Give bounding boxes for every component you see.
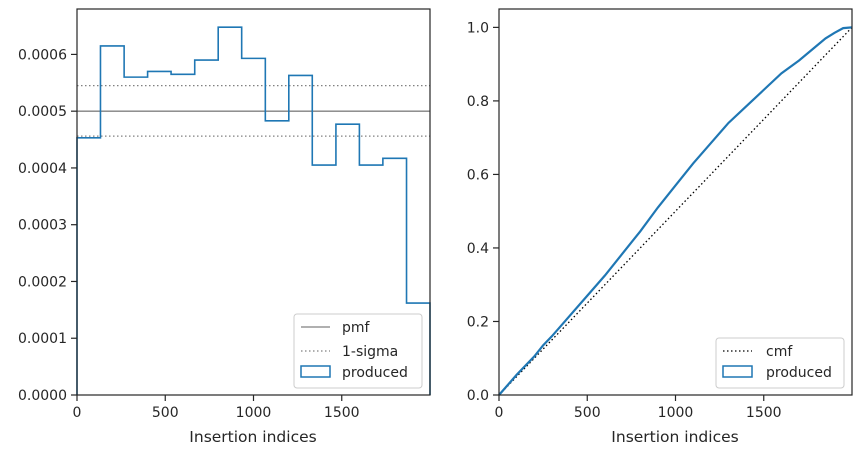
x-tick-label: 0 — [495, 405, 504, 421]
histogram-bar — [100, 46, 124, 395]
legend-pmf-label: pmf — [342, 320, 371, 336]
y-tick-label: 0.0002 — [18, 274, 67, 290]
histogram-bar — [218, 27, 241, 395]
x-axis-label: Insertion indices — [189, 428, 316, 446]
y-tick-label: 0.8 — [467, 94, 489, 110]
y-tick-label: 0.0 — [467, 388, 489, 404]
x-tick-label: 500 — [152, 405, 179, 421]
y-tick-label: 0.0005 — [18, 104, 67, 120]
histogram-bar — [124, 77, 147, 395]
x-tick-label: 1000 — [658, 405, 694, 421]
y-tick-label: 0.2 — [467, 314, 489, 330]
cumulative-panel: 0 500 1000 1500 0.0 0.2 0.4 0.6 0.8 1.0 Insertio… — [467, 8, 853, 446]
legend-produced-swatch — [722, 365, 753, 378]
y-tick-label: 0.0001 — [18, 331, 67, 347]
histogram-bar — [195, 60, 218, 395]
y-tick-label: 0.0004 — [18, 161, 67, 177]
x-tick-label: 1500 — [746, 405, 782, 421]
legend: pmf 1-sigma produced — [293, 313, 423, 389]
produced-line — [498, 26, 853, 396]
legend-box — [293, 313, 423, 389]
y-tick-label: 0.0006 — [18, 47, 67, 63]
produced-step-outline — [76, 26, 431, 395]
x-axis-label: Insertion indices — [611, 428, 738, 446]
histogram-bar — [148, 71, 171, 395]
y-tick-label: 1.0 — [467, 20, 489, 36]
y-tick-label: 0.0000 — [18, 388, 67, 404]
legend-produced-label: produced — [342, 365, 408, 381]
legend-sigma-label: 1-sigma — [342, 344, 398, 360]
legend-cmf-label: cmf — [766, 344, 793, 360]
y-tick-label: 0.4 — [467, 241, 489, 257]
histogram-bar — [77, 138, 100, 395]
y-tick-label: 0.0003 — [18, 218, 67, 234]
histogram-panel: 0 500 1000 1500 0.0000 0.0001 0.0002 0.0003 0.0… — [18, 8, 431, 446]
x-tick-label: 1500 — [324, 405, 360, 421]
legend-produced-label: produced — [766, 365, 832, 381]
histogram-bar — [171, 74, 195, 395]
legend-produced-swatch — [300, 365, 331, 378]
legend: cmf produced — [715, 337, 845, 389]
x-tick-label: 1000 — [236, 405, 272, 421]
histogram-bar — [242, 58, 266, 395]
histogram-bar — [265, 121, 288, 395]
cmf-line — [498, 26, 853, 396]
x-tick-label: 0 — [73, 405, 82, 421]
x-tick-label: 500 — [574, 405, 601, 421]
y-tick-label: 0.6 — [467, 167, 489, 183]
